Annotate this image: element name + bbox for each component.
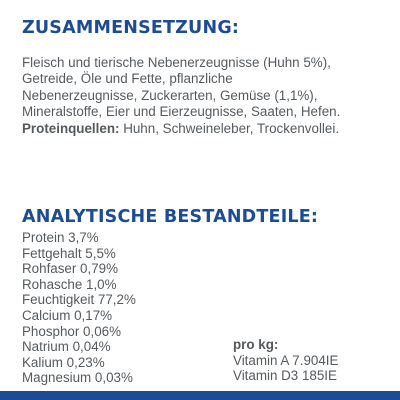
analytics-item-sodium: Natrium 0,04% <box>22 339 111 355</box>
analytics-item-fat: Fettgehalt 5,5% <box>22 245 116 261</box>
composition-text: Fleisch und tierische Nebenerzeugnisse (… <box>22 55 394 137</box>
analytics-item-magnesium: Magnesium 0,03% <box>22 370 133 386</box>
composition-line: Fleisch und tierische Nebenerzeugnisse (… <box>22 55 331 70</box>
composition-line: Getreide, Öle und Fette, pflanzliche <box>22 71 233 87</box>
analytics-item-moisture: Feuchtigkeit 77,2% <box>22 292 136 308</box>
composition-line: Nebenerzeugnisse, Zuckerarten, Gemüse (1… <box>22 87 318 103</box>
vitamin-d3-value: Vitamin D3 185IE <box>233 368 337 384</box>
vitamin-a-value: Vitamin A 7.904IE <box>233 352 339 368</box>
analytics-item-phosphorus: Phosphor 0,06% <box>22 323 122 339</box>
analytics-item-fiber: Rohfaser 0,79% <box>22 261 119 277</box>
analytics-item-potassium: Kalium 0,23% <box>22 354 105 370</box>
composition-line: Mineralstoffe, Eier und Eierzeugnisse, S… <box>22 104 341 120</box>
bottom-accent-bar <box>0 391 400 400</box>
analytics-item-protein: Protein 3,7% <box>22 230 99 245</box>
per-kg-block: pro kg: Vitamin A 7.904IE Vitamin D3 185… <box>233 337 338 384</box>
analytics-list: Protein 3,7% Fettgehalt 5,5% Rohfaser 0,… <box>22 230 136 386</box>
protein-sources-line: Proteinquellen: Huhn, Schweineleber, Tro… <box>22 121 394 137</box>
protein-sources-label: Proteinquellen: <box>22 120 120 136</box>
protein-sources-value: Huhn, Schweineleber, Trockenvollei. <box>119 120 340 136</box>
composition-heading: ZUSAMMENSETZUNG: <box>22 18 240 38</box>
analytics-item-ash: Rohasche 1,0% <box>22 276 117 292</box>
analytics-item-calcium: Calcium 0,17% <box>22 307 113 323</box>
per-kg-label: pro kg: <box>233 337 279 352</box>
analytics-heading: ANALYTISCHE BESTANDTEILE: <box>22 207 319 227</box>
